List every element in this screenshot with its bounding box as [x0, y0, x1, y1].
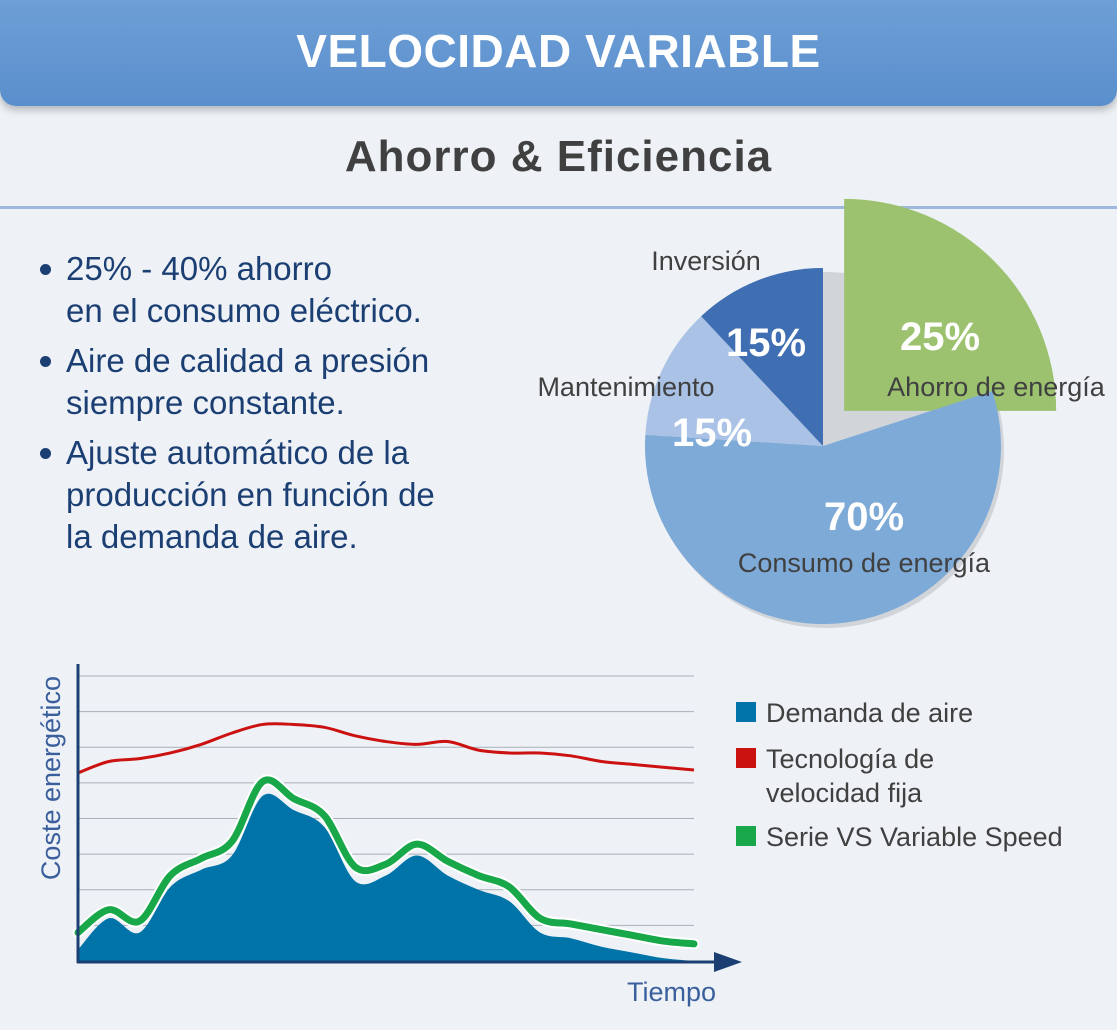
pie-value-label: 15%	[726, 321, 806, 365]
pie-value-label: 70%	[824, 495, 904, 539]
legend-swatch	[736, 748, 756, 768]
pie-category-label: Ahorro de energía	[887, 372, 1106, 402]
section-subtitle: Ahorro & Eficiencia	[344, 132, 773, 181]
benefit-item: Aire de calidad a presión siempre consta…	[34, 340, 504, 424]
page-title: VELOCIDAD VARIABLE	[296, 25, 821, 77]
pie-category-label: Mantenimiento	[537, 372, 714, 402]
pie-category-label: Consumo de energía	[738, 548, 991, 578]
benefit-item: 25% - 40% ahorro en el consumo eléctrico…	[34, 248, 504, 332]
y-axis-label: Coste energético	[36, 676, 66, 880]
area-demanda-de-aire	[78, 793, 694, 961]
benefit-line: en el consumo eléctrico.	[66, 292, 422, 329]
benefit-item: Ajuste automático de la producción en fu…	[34, 432, 504, 558]
legend-label: Tecnología de	[766, 744, 934, 774]
benefit-line: producción en función de	[66, 476, 435, 513]
benefit-line: Aire de calidad a presión	[66, 342, 430, 379]
x-axis-arrow-icon	[714, 952, 742, 972]
pie-slice	[701, 268, 823, 446]
legend-swatch	[736, 702, 756, 722]
pie-slice	[645, 390, 1002, 624]
benefit-line: Ajuste automático de la	[66, 434, 410, 471]
header-banner: VELOCIDAD VARIABLE	[0, 0, 1117, 106]
legend-label: Serie VS Variable Speed	[766, 822, 1063, 852]
legend-label: velocidad fija	[766, 778, 923, 808]
pie-value-label: 15%	[672, 411, 752, 455]
x-axis-label: Tiempo	[627, 977, 716, 1007]
benefits-list: 25% - 40% ahorro en el consumo eléctrico…	[34, 248, 504, 566]
legend-label: Demanda de aire	[766, 698, 973, 728]
pie-slice	[645, 316, 823, 446]
line-velocidad-fija	[77, 722, 695, 775]
divider	[0, 206, 1117, 209]
legend-swatch	[736, 826, 756, 846]
pie-category-label: Inversión	[651, 246, 761, 276]
pie-value-label: 25%	[900, 315, 980, 359]
benefit-line: 25% - 40% ahorro	[66, 250, 332, 287]
benefit-line: la demanda de aire.	[66, 518, 358, 555]
pie-slice-ahorro	[844, 198, 1057, 411]
benefit-line: siempre constante.	[66, 384, 345, 421]
line-variable-speed	[74, 776, 698, 948]
